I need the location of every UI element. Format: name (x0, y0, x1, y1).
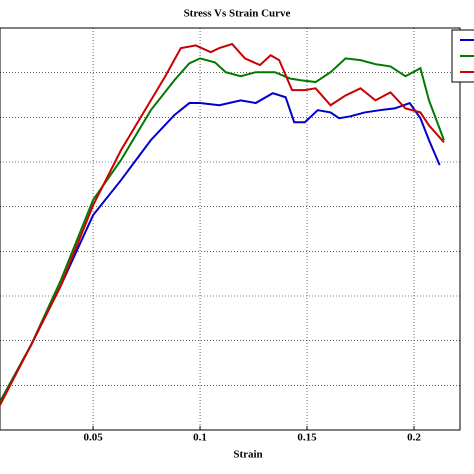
data-line (0, 57, 445, 403)
x-tick-label: 0.05 (83, 432, 103, 444)
data-line (0, 42, 445, 406)
x-axis-label: Strain (233, 449, 262, 461)
x-tick-label: 0.2 (407, 432, 421, 444)
chart-title: Stress Vs Strain Curve (184, 8, 291, 20)
x-tick-label: 0.1 (193, 432, 207, 444)
x-tick-label: 0.15 (297, 432, 317, 444)
data-line (0, 92, 441, 403)
plot-area (0, 27, 461, 431)
